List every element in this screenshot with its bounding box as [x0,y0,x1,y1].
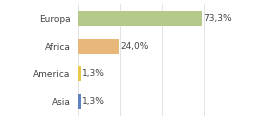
Text: 24,0%: 24,0% [120,42,148,51]
Bar [78,11,202,26]
Bar [78,94,81,109]
Text: 73,3%: 73,3% [203,14,232,23]
Text: 1,3%: 1,3% [82,97,105,106]
Bar [78,66,81,81]
Text: 1,3%: 1,3% [82,69,105,78]
Bar [78,39,119,54]
